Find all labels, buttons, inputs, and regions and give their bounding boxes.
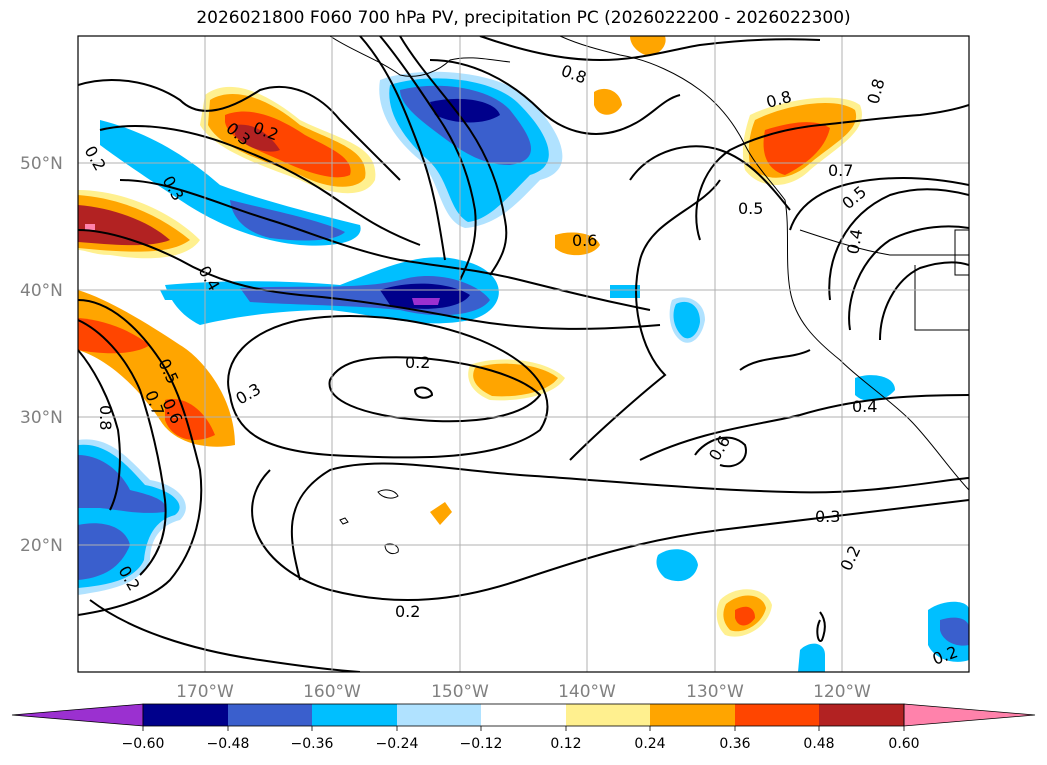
colorbar-segment (312, 704, 397, 726)
contour-label: 0.2 (395, 602, 420, 621)
colorbar-tick-label: 0.24 (634, 736, 665, 752)
map-title: 2026021800 F060 700 hPa PV, precipitatio… (196, 8, 851, 28)
colorbar-segment (481, 704, 566, 726)
lon-label: 160°W (303, 682, 361, 702)
lon-label: 140°W (558, 682, 616, 702)
lat-label: 20°N (20, 536, 63, 556)
lat-label: 50°N (20, 154, 63, 174)
colorbar-tick-label: −0.36 (291, 736, 334, 752)
colorbar-segment (650, 704, 735, 726)
colorbar-extend-min (11, 703, 144, 727)
coastline-layer (329, 36, 969, 555)
contour-label: 0.2 (405, 353, 430, 372)
contour-label: 0.3 (815, 507, 840, 526)
latitude-labels: 50°N 40°N 30°N 20°N (20, 154, 63, 556)
lon-label: 170°W (176, 682, 234, 702)
colorbar-tick-label: 0.60 (888, 736, 919, 752)
colorbar-segment (735, 704, 819, 726)
contour-label: 0.5 (738, 199, 763, 218)
lon-label: 150°W (431, 682, 489, 702)
lat-label: 40°N (20, 281, 63, 301)
colorbar-tick-label: 0.48 (803, 736, 834, 752)
colorbar-segment (228, 704, 312, 726)
colorbar-segment (819, 704, 904, 726)
lon-label: 130°W (686, 682, 744, 702)
colorbar-segment (397, 704, 481, 726)
colorbar-tick-label: −0.48 (207, 736, 250, 752)
colorbar-tick-label: −0.12 (460, 736, 503, 752)
contour-label: 0.4 (852, 397, 877, 416)
contour-label: 0.4 (843, 227, 866, 255)
contour-label: 0.8 (96, 405, 115, 430)
colorbar-segment (566, 704, 650, 726)
colorbar-extend-max (903, 703, 1036, 727)
contour-label: 0.6 (572, 231, 597, 250)
graticule-layer (78, 36, 969, 672)
colorbar-tick-label: −0.24 (376, 736, 419, 752)
colorbar-tick-label: −0.60 (122, 736, 165, 752)
longitude-labels: 170°W 160°W 150°W 140°W 130°W 120°W (176, 682, 871, 702)
colorbar: −0.60 −0.48 −0.36 −0.24 −0.12 0.12 0.24 … (11, 703, 1036, 752)
map-frame (77, 35, 970, 673)
contour-label: 0.7 (828, 161, 853, 180)
lon-label: 120°W (813, 682, 871, 702)
colorbar-tick-label: 0.12 (550, 736, 581, 752)
lat-label: 30°N (20, 408, 63, 428)
colorbar-tick-label: 0.36 (719, 736, 750, 752)
colorbar-segment (143, 704, 228, 726)
